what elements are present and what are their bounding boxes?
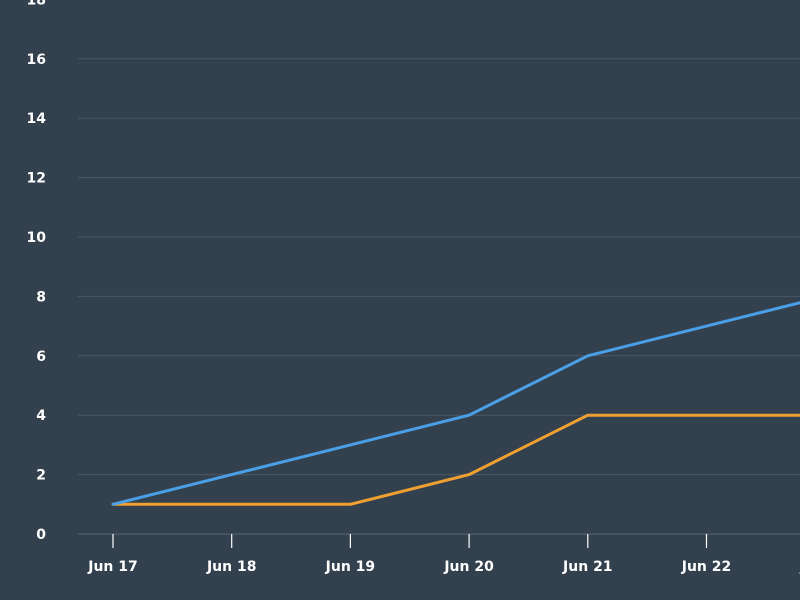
series-line-0 (111, 301, 800, 506)
series-layer (111, 301, 800, 506)
x-tick-label-4: Jun 21 (562, 559, 613, 575)
x-tick-label-2: Jun 19 (325, 559, 376, 575)
y-axis-ticks: 0 2 4 6 8 10 12 14 16 18 (27, 0, 47, 543)
y-tick-label-10: 10 (27, 230, 47, 246)
series-line-1 (111, 413, 800, 506)
x-tick-label-5: Jun 22 (681, 559, 732, 575)
grid-layer (78, 58, 800, 476)
y-tick-label-16: 16 (27, 52, 46, 68)
y-tick-label-2: 2 (36, 468, 46, 484)
y-tick-label-12: 12 (27, 171, 46, 187)
y-tick-label-14: 14 (27, 111, 47, 127)
y-tick-label-6: 6 (36, 349, 46, 365)
y-tick-label-18: 18 (27, 0, 46, 8)
x-tick-label-1: Jun 18 (206, 559, 257, 575)
x-tick-label-0: Jun 17 (87, 559, 138, 575)
x-tick-label-3: Jun 20 (443, 559, 494, 575)
y-tick-label-8: 8 (36, 289, 46, 305)
y-tick-label-4: 4 (36, 408, 46, 424)
y-tick-label-0: 0 (36, 527, 46, 543)
